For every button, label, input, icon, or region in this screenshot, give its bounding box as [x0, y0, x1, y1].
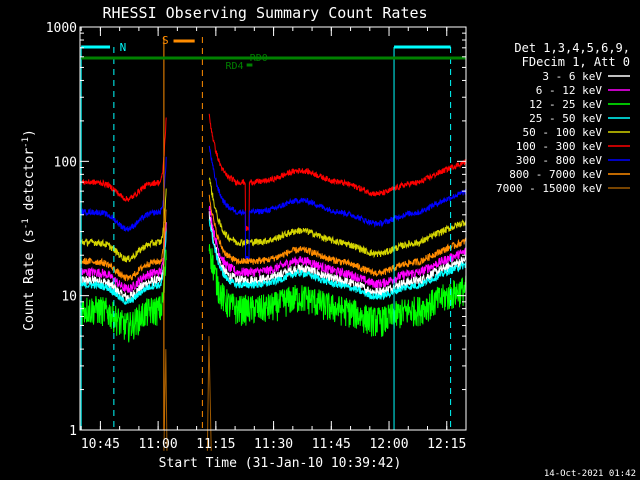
legend-label: 12 - 25 keV	[529, 98, 602, 111]
series-line	[79, 231, 167, 305]
y-axis-label-sup1: -1	[21, 218, 31, 229]
series-line	[163, 349, 168, 451]
series-line	[208, 219, 467, 301]
legend-label: 50 - 100 keV	[523, 126, 603, 139]
legend: Det 1,3,4,5,6,9, FDecim 1, Att 0 3 - 6 k…	[496, 41, 630, 195]
y-tick-label: 1000	[46, 21, 77, 36]
x-tick-label: 11:30	[254, 437, 293, 452]
series-line	[79, 249, 167, 343]
plot-frame	[79, 26, 467, 431]
footer-timestamp: 14-Oct-2021 01:42	[544, 469, 636, 479]
series-line	[208, 177, 467, 259]
legend-header-line-2: FDecim 1, Att 0	[522, 55, 630, 69]
legend-label: 100 - 300 keV	[516, 140, 602, 153]
x-tick-label: 10:45	[81, 437, 120, 452]
series-line	[208, 205, 467, 289]
series-line	[79, 156, 167, 233]
x-tick-label: 11:00	[139, 437, 178, 452]
series-line	[79, 117, 167, 202]
y-axis-label-end: )	[22, 129, 37, 137]
series-line	[208, 145, 467, 263]
x-tick-label: 11:15	[196, 437, 235, 452]
x-axis-label: Start Time (31-Jan-10 10:39:42)	[159, 456, 402, 471]
legend-label: 3 - 6 keV	[542, 70, 602, 83]
x-tick-label: 12:00	[369, 437, 408, 452]
legend-label: 25 - 50 keV	[529, 112, 602, 125]
series-line	[79, 222, 167, 302]
rd4-label: RD4	[225, 61, 243, 72]
y-tick-label: 100	[54, 155, 77, 170]
y-tick-label: 1	[69, 424, 77, 439]
y-axis-label-main: Count Rate (s	[22, 229, 37, 331]
legend-label: 300 - 800 keV	[516, 154, 602, 167]
rd0-label: RD0	[250, 53, 268, 64]
series-line	[79, 222, 167, 293]
x-tick-label: 12:15	[427, 437, 466, 452]
series-group	[79, 113, 467, 451]
plot-area: N S RD0 RD4 1 10 100 1000 10:45 11:00 11:15 11:30 11…	[46, 21, 467, 452]
series-line	[208, 113, 467, 232]
saa-label: S	[162, 34, 169, 47]
chart-title: RHESSI Observing Summary Count Rates	[102, 4, 427, 22]
legend-label: 800 - 7000 keV	[509, 168, 602, 181]
y-axis-label-mid: detector	[22, 148, 37, 219]
legend-label: 6 - 12 keV	[536, 84, 603, 97]
series-line	[208, 211, 467, 298]
series-line	[206, 336, 212, 451]
y-tick-label: 10	[61, 290, 77, 305]
legend-header-line-1: Det 1,3,4,5,6,9,	[514, 41, 630, 55]
series-line	[208, 194, 467, 278]
legend-label: 7000 - 15000 keV	[496, 182, 602, 195]
y-axis-label-sup2: -1	[21, 137, 31, 148]
series-line	[79, 209, 167, 282]
x-tick-label: 11:45	[312, 437, 351, 452]
series-line	[208, 244, 467, 337]
y-axis-label: Count Rate (s-1 detector-1)	[21, 129, 37, 331]
series-line	[79, 188, 167, 263]
night-label: N	[120, 41, 127, 54]
